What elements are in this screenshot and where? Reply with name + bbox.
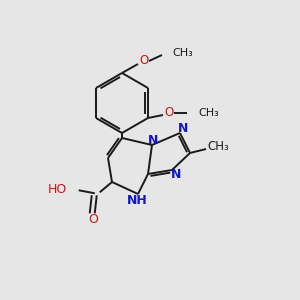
Text: N: N — [178, 122, 188, 134]
Text: N: N — [148, 134, 158, 146]
Text: O: O — [140, 55, 148, 68]
Text: N: N — [171, 167, 181, 181]
Text: HO: HO — [47, 183, 67, 196]
Text: CH₃: CH₃ — [207, 140, 229, 154]
Text: O: O — [164, 106, 174, 119]
Text: CH₃: CH₃ — [172, 48, 193, 58]
Text: O: O — [88, 213, 98, 226]
Text: NH: NH — [127, 194, 147, 208]
Text: CH₃: CH₃ — [198, 108, 219, 118]
